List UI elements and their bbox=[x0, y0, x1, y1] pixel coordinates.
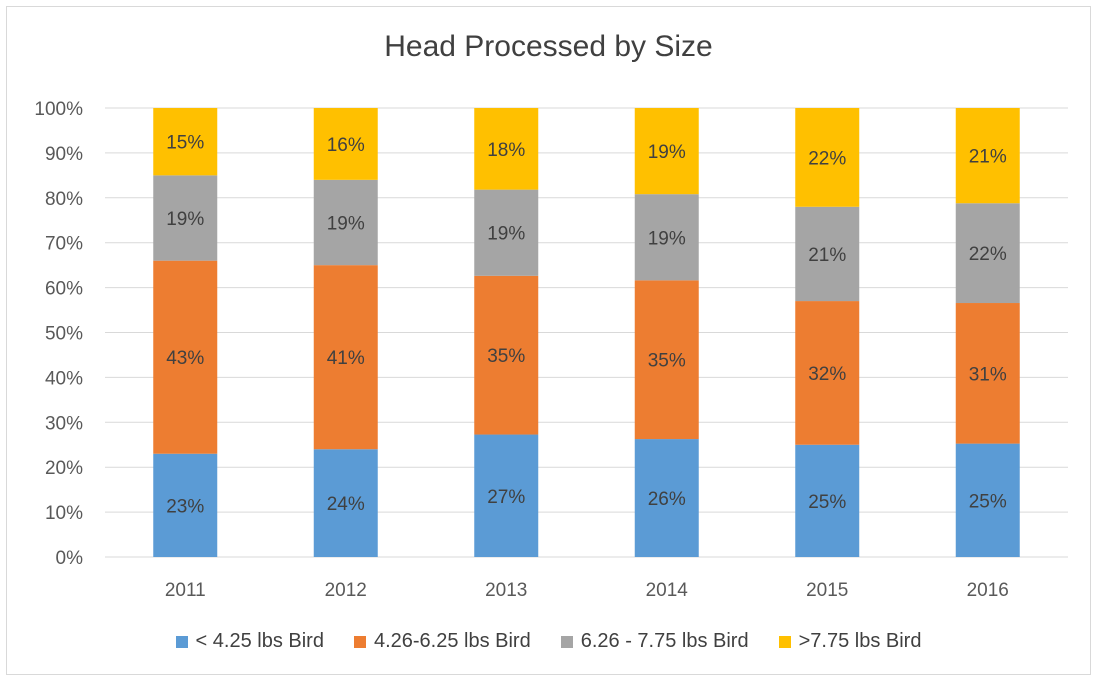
data-label: 24% bbox=[327, 494, 365, 515]
y-tick-label: 70% bbox=[45, 234, 83, 255]
data-label: 35% bbox=[487, 346, 525, 367]
y-axis: 0% 10% 20% 30% 40% 50% 60% 70% 80% 90% 100% bbox=[34, 99, 83, 569]
legend-label: 4.26-6.25 lbs Bird bbox=[373, 630, 531, 652]
data-label: 27% bbox=[487, 487, 525, 508]
y-tick-label: 90% bbox=[45, 144, 83, 165]
legend-swatch bbox=[175, 635, 188, 648]
y-tick-label: 10% bbox=[45, 503, 83, 524]
y-tick-label: 30% bbox=[45, 413, 83, 434]
data-label: 43% bbox=[166, 348, 204, 369]
data-label: 25% bbox=[969, 491, 1007, 512]
bar-segment bbox=[634, 194, 699, 281]
bar-segment bbox=[474, 189, 539, 276]
bar-segment bbox=[634, 108, 699, 195]
data-label: 25% bbox=[808, 492, 846, 513]
data-label: 19% bbox=[648, 142, 686, 163]
legend-item: >7.75 lbs Bird bbox=[778, 630, 922, 653]
data-label: 31% bbox=[969, 364, 1007, 385]
x-tick-label: 2014 bbox=[646, 580, 689, 601]
legend: < 4.25 lbs Bird 4.26-6.25 lbs Bird 6.26 - … bbox=[0, 630, 1097, 653]
bar-segment bbox=[634, 439, 699, 557]
x-axis: 2011 2012 2013 2014 2015 2016 bbox=[165, 580, 1009, 601]
bar-segment bbox=[795, 301, 860, 445]
y-tick-label: 100% bbox=[34, 99, 83, 120]
bar-segment bbox=[313, 108, 378, 180]
legend-label: >7.75 lbs Bird bbox=[798, 630, 922, 652]
data-label: 21% bbox=[969, 147, 1007, 168]
data-label: 22% bbox=[808, 148, 846, 169]
y-tick-label: 20% bbox=[45, 458, 83, 479]
y-tick-label: 50% bbox=[45, 324, 83, 345]
bar-segment bbox=[955, 443, 1020, 557]
bar-segment bbox=[313, 265, 378, 450]
chart-title: Head Processed by Size bbox=[384, 30, 713, 63]
bars: 23% 43% 19% 15% 24% 41% 19% 16% 27% 35% 19% 18% 26% 3… bbox=[153, 108, 1020, 557]
y-tick-label: 40% bbox=[45, 368, 83, 389]
bar-segment bbox=[474, 275, 539, 435]
legend-item: 4.26-6.25 lbs Bird bbox=[353, 630, 531, 653]
bar-segment bbox=[955, 108, 1020, 204]
legend-label: 6.26 - 7.75 lbs Bird bbox=[580, 630, 749, 652]
bar-segment bbox=[474, 434, 539, 557]
bar-segment bbox=[955, 203, 1020, 304]
legend-label: < 4.25 lbs Bird bbox=[195, 630, 324, 652]
data-label: 15% bbox=[166, 133, 204, 154]
bar-segment bbox=[313, 179, 378, 266]
bar-segment bbox=[153, 260, 218, 454]
bar-segment bbox=[795, 444, 860, 557]
x-tick-label: 2011 bbox=[165, 580, 206, 601]
y-tick-label: 80% bbox=[45, 189, 83, 210]
x-tick-label: 2013 bbox=[485, 580, 527, 601]
bar-segment bbox=[153, 175, 218, 261]
data-label: 26% bbox=[648, 489, 686, 510]
gridlines bbox=[105, 107, 1068, 558]
legend-item: 6.26 - 7.75 lbs Bird bbox=[560, 630, 749, 653]
data-label: 18% bbox=[487, 140, 525, 161]
bar-segment bbox=[634, 280, 699, 440]
data-label: 16% bbox=[327, 135, 365, 156]
data-label: 19% bbox=[166, 209, 204, 230]
data-label: 19% bbox=[648, 228, 686, 249]
data-label: 19% bbox=[487, 224, 525, 245]
data-label: 23% bbox=[166, 496, 204, 517]
legend-swatch bbox=[353, 635, 366, 648]
bar-segment bbox=[153, 453, 218, 557]
bar-segment bbox=[153, 108, 218, 176]
data-label: 21% bbox=[808, 245, 846, 266]
bar-segment bbox=[474, 108, 539, 190]
bar-segment bbox=[313, 449, 378, 557]
legend-item: < 4.25 lbs Bird bbox=[175, 630, 324, 653]
bar-segment bbox=[955, 303, 1020, 444]
data-label: 19% bbox=[327, 213, 365, 234]
legend-swatch bbox=[560, 635, 573, 648]
y-tick-label: 60% bbox=[45, 279, 83, 300]
y-tick-label: 0% bbox=[56, 548, 84, 569]
x-tick-label: 2012 bbox=[325, 580, 367, 601]
bar-segment bbox=[795, 206, 860, 302]
data-label: 32% bbox=[808, 364, 846, 385]
x-tick-label: 2015 bbox=[806, 580, 848, 601]
data-label: 22% bbox=[969, 244, 1007, 265]
bar-segment bbox=[795, 108, 860, 207]
data-label: 41% bbox=[327, 348, 365, 369]
legend-swatch bbox=[778, 635, 791, 648]
data-label: 35% bbox=[648, 351, 686, 372]
x-tick-label: 2016 bbox=[967, 580, 1009, 601]
